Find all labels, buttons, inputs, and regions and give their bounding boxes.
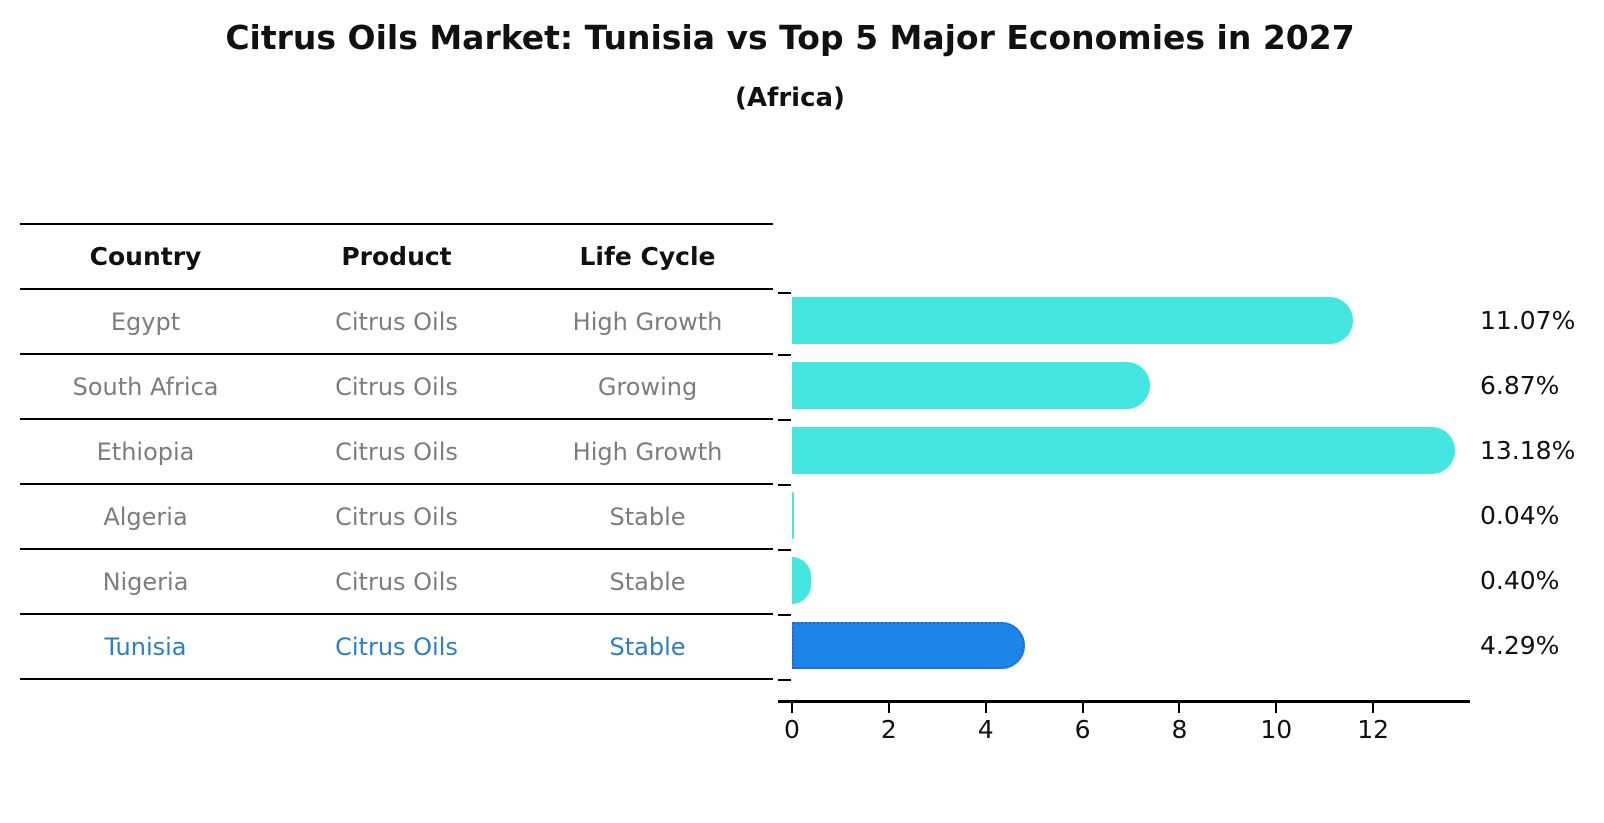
column-header-product: Product	[341, 242, 452, 271]
x-axis-line	[778, 700, 1470, 703]
table-row: Egypt Citrus Oils High Growth	[20, 290, 773, 355]
bar-plot: 0 2 4 6 8 10 12 11.07% 6.87% 13.18% 0.04…	[778, 288, 1575, 744]
table-row: Nigeria Citrus Oils Stable	[20, 550, 773, 615]
table-row: Ethiopia Citrus Oils High Growth	[20, 420, 773, 485]
cell-life-cycle: High Growth	[572, 307, 723, 336]
value-label: 0.40%	[1480, 566, 1560, 595]
table-row: Algeria Citrus Oils Stable	[20, 485, 773, 550]
bar-south-africa	[792, 362, 1150, 409]
bar-row	[792, 353, 1470, 418]
y-axis-tick	[778, 354, 791, 356]
chart-title: Citrus Oils Market: Tunisia vs Top 5 Maj…	[225, 18, 1355, 57]
cell-country: Egypt	[110, 307, 181, 336]
y-axis-tick	[778, 614, 791, 616]
tick-mark	[1178, 703, 1181, 713]
value-label: 0.04%	[1480, 501, 1560, 530]
table-row-highlighted: Tunisia Citrus Oils Stable	[20, 615, 773, 680]
cell-country: Tunisia	[104, 632, 187, 661]
value-label: 6.87%	[1480, 371, 1560, 400]
y-axis-tick	[778, 549, 791, 551]
cell-life-cycle: Growing	[597, 372, 698, 401]
tick-label: 4	[977, 715, 994, 744]
cell-life-cycle: High Growth	[572, 437, 723, 466]
country-table: Country Product Life Cycle Egypt Citrus …	[20, 223, 773, 680]
bar-row	[792, 418, 1470, 483]
tick-mark	[1372, 703, 1375, 713]
bar-row	[792, 483, 1470, 548]
bar-ethiopia	[792, 427, 1456, 474]
cell-country: Ethiopia	[96, 437, 195, 466]
bar-row	[792, 613, 1470, 678]
bar-row	[792, 548, 1470, 613]
table-header-row: Country Product Life Cycle	[20, 225, 773, 290]
cell-country: Nigeria	[102, 567, 189, 596]
tick-label: 0	[784, 715, 800, 744]
tick-mark	[984, 703, 987, 713]
bar-algeria	[792, 492, 794, 539]
tick-label: 8	[1171, 715, 1188, 744]
cell-product: Citrus Oils	[335, 632, 458, 661]
tick-label: 6	[1074, 715, 1091, 744]
chart-subtitle: (Africa)	[735, 83, 845, 113]
value-label: 11.07%	[1480, 306, 1576, 335]
cell-product: Citrus Oils	[335, 372, 458, 401]
tick-mark	[1081, 703, 1084, 713]
tick-label: 2	[880, 715, 897, 744]
tick-label: 12	[1357, 715, 1390, 744]
tick-mark	[887, 703, 890, 713]
y-axis-tick	[778, 292, 791, 294]
cell-life-cycle: Stable	[609, 567, 686, 596]
y-axis-tick	[778, 419, 791, 421]
y-axis-tick	[778, 679, 791, 681]
cell-country: Algeria	[103, 502, 188, 531]
cell-country: South Africa	[72, 372, 219, 401]
bar-tunisia-highlighted	[792, 622, 1025, 669]
y-axis-tick	[778, 484, 791, 486]
cell-product: Citrus Oils	[335, 502, 458, 531]
bar-row	[792, 288, 1470, 353]
value-label: 4.29%	[1480, 631, 1560, 660]
cell-life-cycle: Stable	[609, 502, 686, 531]
tick-label: 10	[1260, 715, 1293, 744]
tick-mark	[1275, 703, 1278, 713]
tick-mark	[791, 703, 793, 713]
cell-product: Citrus Oils	[335, 437, 458, 466]
column-header-country: Country	[89, 242, 202, 271]
bar-egypt	[792, 297, 1354, 344]
table-row: South Africa Citrus Oils Growing	[20, 355, 773, 420]
cell-life-cycle: Stable	[609, 632, 686, 661]
bar-nigeria	[792, 557, 812, 604]
cell-product: Citrus Oils	[335, 307, 458, 336]
cell-product: Citrus Oils	[335, 567, 458, 596]
column-header-life-cycle: Life Cycle	[579, 242, 716, 271]
value-label: 13.18%	[1480, 436, 1576, 465]
